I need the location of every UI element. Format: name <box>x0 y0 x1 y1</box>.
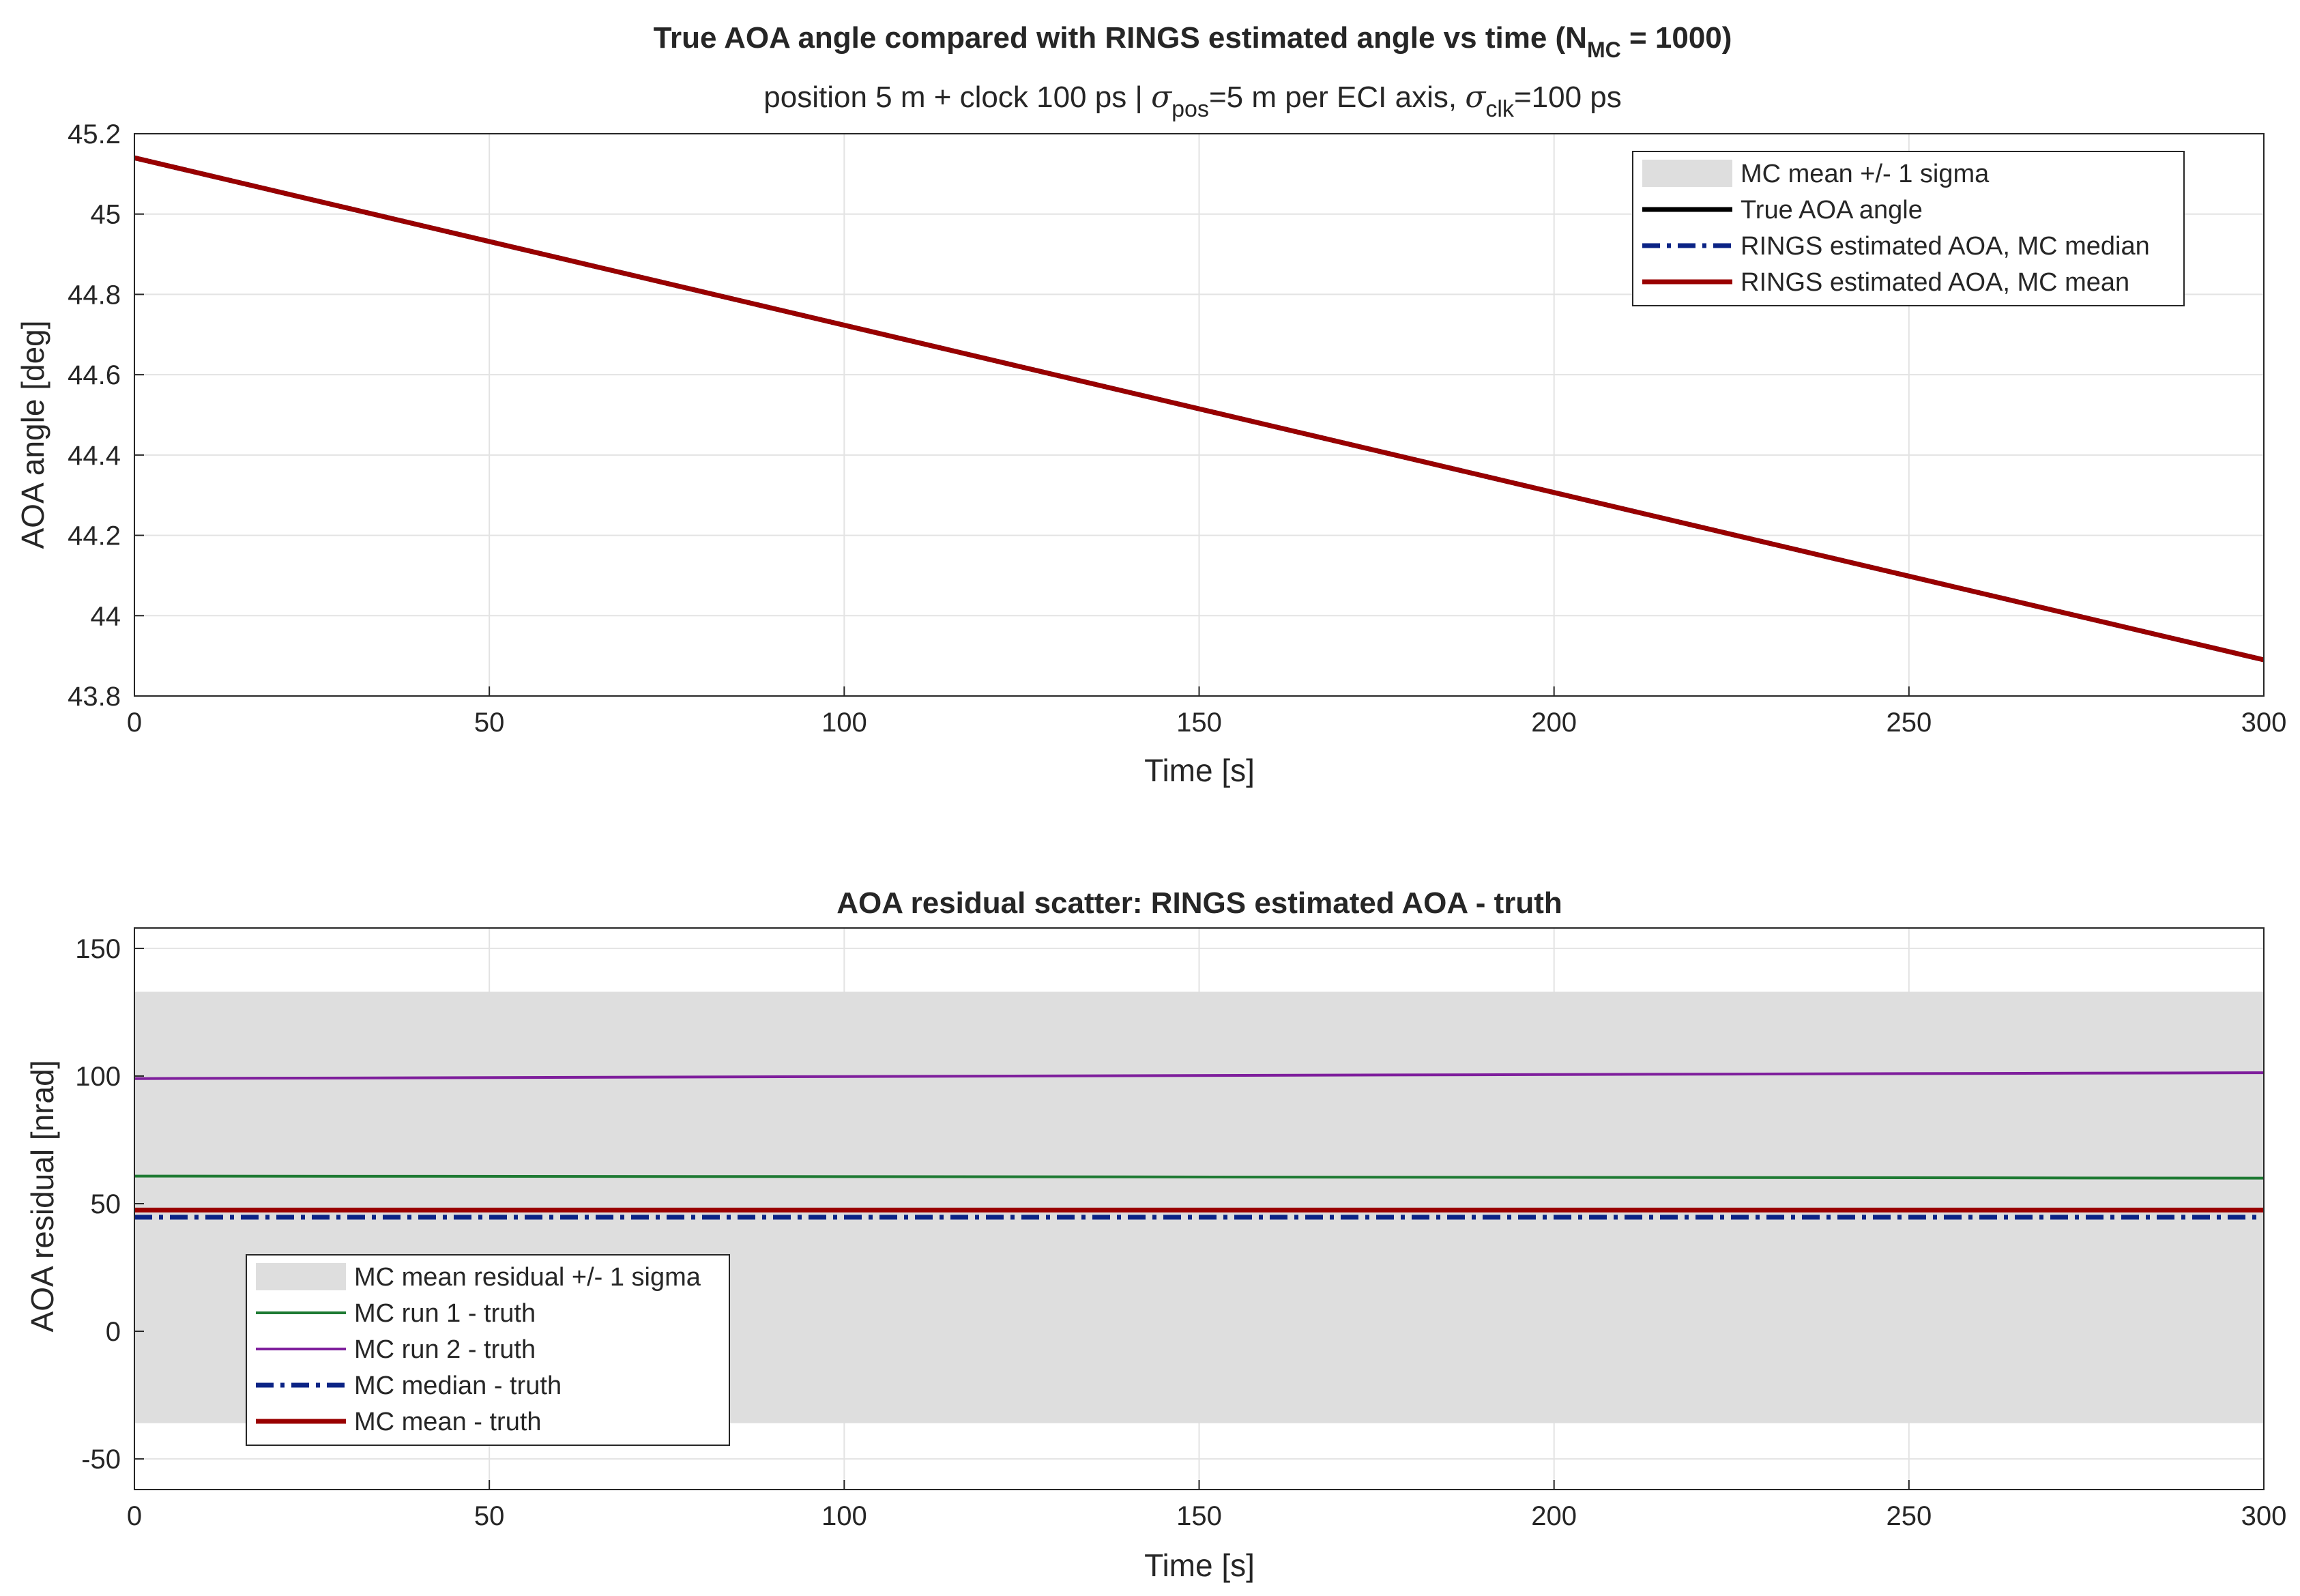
x-tick-label: 300 <box>2241 1501 2287 1531</box>
chart-bottom-y-axis-label: AOA residual [nrad] <box>25 1060 60 1333</box>
y-tick-label: 100 <box>75 1062 121 1092</box>
legend-label: True AOA angle <box>1741 196 1923 224</box>
x-tick-label: 0 <box>127 1501 142 1531</box>
legend-label: RINGS estimated AOA, MC mean <box>1741 268 2129 297</box>
y-tick-label: 45 <box>91 200 121 230</box>
legend-label: MC run 2 - truth <box>354 1335 536 1364</box>
y-tick-label: -50 <box>81 1445 121 1475</box>
x-tick-label: 250 <box>1886 1501 1932 1531</box>
chart-bottom-x-axis-label: Time [s] <box>1144 1548 1255 1583</box>
chart-bottom: AOA residual scatter: RINGS estimated AO… <box>25 886 2286 1583</box>
series-rings-estimated-aoa-mc-mean <box>134 155 2265 663</box>
chart-bottom-title: AOA residual scatter: RINGS estimated AO… <box>836 886 1562 920</box>
y-tick-label: 44.2 <box>68 521 121 551</box>
chart-top-x-axis-label: Time [s] <box>1144 753 1255 788</box>
x-tick-label: 0 <box>127 708 142 738</box>
x-tick-label: 300 <box>2241 708 2287 738</box>
y-tick-label: 44.4 <box>68 441 121 471</box>
chart-top: True AOA angle compared with RINGS estim… <box>15 21 2286 788</box>
x-tick-label: 200 <box>1531 1501 1577 1531</box>
y-tick-label: 0 <box>106 1317 121 1347</box>
y-tick-label: 50 <box>91 1189 121 1219</box>
y-tick-label: 43.8 <box>68 682 121 712</box>
legend-label: MC mean - truth <box>354 1408 542 1436</box>
x-tick-label: 250 <box>1886 708 1932 738</box>
y-tick-label: 44 <box>91 601 121 631</box>
x-tick-label: 50 <box>474 1501 505 1531</box>
x-tick-label: 100 <box>821 1501 867 1531</box>
chart-top-subtitle: position 5 m + clock 100 ps | σpos=5 m p… <box>763 80 1622 122</box>
chart-bottom-axes <box>134 927 2265 1490</box>
axes-box <box>134 133 2265 697</box>
chart-top-title: True AOA angle compared with RINGS estim… <box>654 21 1732 62</box>
legend-swatch <box>256 1263 346 1290</box>
x-tick-label: 150 <box>1176 1501 1222 1531</box>
chart-top-series <box>134 155 2265 663</box>
legend-label: MC mean residual +/- 1 sigma <box>354 1263 701 1292</box>
chart-top-legend: MC mean +/- 1 sigma True AOA angle RINGS e… <box>1632 151 2185 306</box>
series-mc-run-2-truth <box>134 1071 2265 1080</box>
axes-box <box>134 927 2265 1490</box>
legend-label: RINGS estimated AOA, MC median <box>1741 232 2150 261</box>
x-tick-label: 150 <box>1176 708 1222 738</box>
y-tick-label: 44.8 <box>68 280 121 310</box>
x-tick-label: 200 <box>1531 708 1577 738</box>
legend-label: MC mean +/- 1 sigma <box>1741 160 1990 188</box>
chart-top-tick-labels: 0 50 100 150 200 250 300 43.8 44 44.2 44.4 44.6 44.8… <box>68 119 2286 738</box>
legend-label: MC run 1 - truth <box>354 1299 536 1328</box>
legend-swatch <box>1642 160 1732 187</box>
x-tick-label: 50 <box>474 708 505 738</box>
y-tick-label: 44.6 <box>68 360 121 390</box>
chart-top-axes <box>134 133 2265 697</box>
y-tick-label: 45.2 <box>68 119 121 149</box>
chart-bottom-legend: MC mean residual +/- 1 sigma MC run 1 - t… <box>246 1254 730 1446</box>
series-mc-run-1-truth <box>134 1174 2265 1180</box>
chart-top-y-axis-label: AOA angle [deg] <box>15 320 50 549</box>
legend-label: MC median - truth <box>354 1372 562 1400</box>
x-tick-label: 100 <box>821 708 867 738</box>
y-tick-label: 150 <box>75 934 121 964</box>
